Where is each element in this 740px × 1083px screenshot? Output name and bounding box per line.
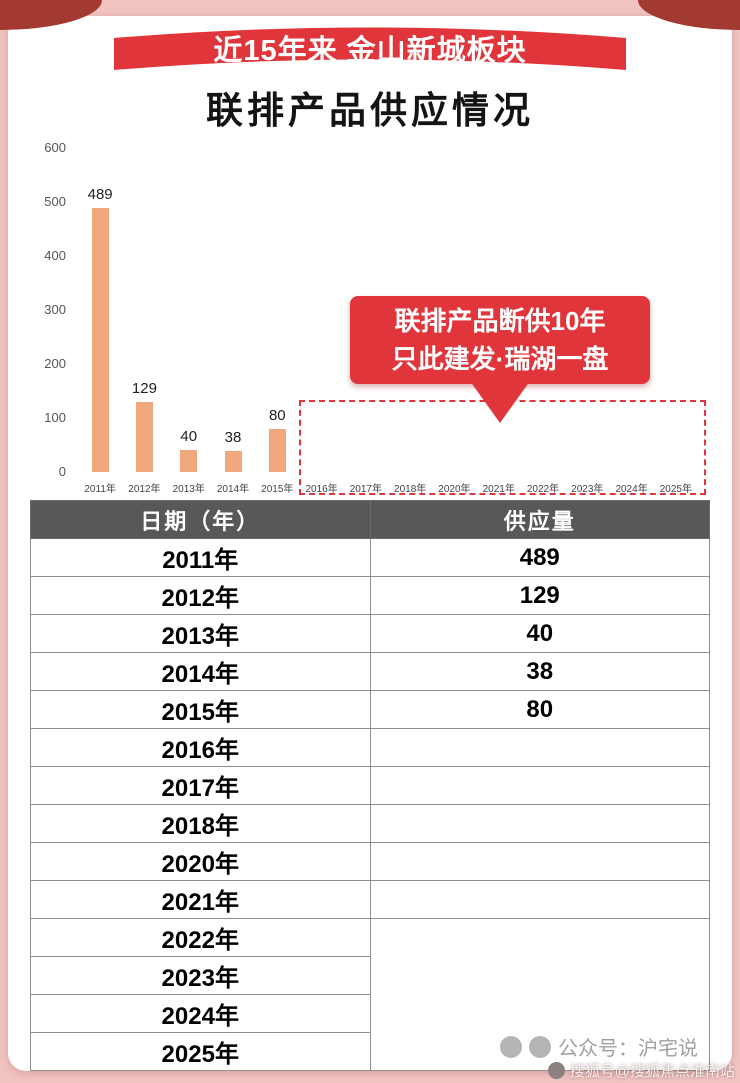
supply-table-head: 日期（年） 供应量 <box>30 500 710 539</box>
table-cell-supply: 129 <box>369 576 710 615</box>
table-row: 2018年 <box>30 804 710 843</box>
ribbon-shape <box>114 27 626 70</box>
ribbon-label: 近15年来 金山新城板块 <box>213 35 527 67</box>
table-cell-supply: 38 <box>369 652 710 691</box>
table-cell-supply <box>369 842 710 881</box>
y-axis-tick-label: 600 <box>44 140 66 155</box>
table-cell-supply: 40 <box>369 614 710 653</box>
callout-line-2: 只此建发·瑞湖一盘 <box>391 344 609 374</box>
x-axis-category-label: 2025年 <box>659 484 692 495</box>
table-row: 2012年 129 <box>30 576 710 615</box>
table-row: 2014年 38 <box>30 652 710 691</box>
chart-bar <box>135 402 153 472</box>
table-cell-supply: 489 <box>369 538 710 577</box>
table-cell-year: 2024年 <box>30 994 371 1033</box>
page-title: 联排产品供应情况 <box>206 90 534 131</box>
table-cell-year: 2021年 <box>30 880 371 919</box>
table-cell-supply <box>369 880 710 919</box>
table-cell-year: 2016年 <box>30 728 371 767</box>
table-cell-supply <box>369 766 710 805</box>
watermark-icon-1 <box>500 1035 522 1058</box>
table-row: 2015年 80 <box>30 690 710 729</box>
watermark-account: 公众号：沪宅说 <box>500 1032 698 1061</box>
chart-bar <box>180 450 198 472</box>
watermark-sohu: 搜狐号@搜狐焦点淮南站 <box>547 1060 735 1081</box>
table-row: 2021年 <box>30 880 710 919</box>
table-row: 2025年 <box>30 1032 710 1071</box>
table-cell-year: 2020年 <box>30 842 371 881</box>
table-cell-supply: 80 <box>369 690 710 729</box>
x-axis-category-label: 2012年 <box>128 484 161 495</box>
y-axis-tick-label: 300 <box>44 302 66 317</box>
x-axis-category-label: 2016年 <box>305 484 338 495</box>
table-row: 2017年 <box>30 766 710 805</box>
ribbon-banner: 近15年来 金山新城板块 <box>110 24 630 76</box>
x-axis-category-label: 2022年 <box>526 484 560 495</box>
table-cell-year: 2022年 <box>30 918 371 957</box>
table-row: 2013年 40 <box>30 614 710 653</box>
table-header-row: 日期（年） 供应量 <box>30 500 710 539</box>
x-axis-category-label: 2024年 <box>615 484 648 495</box>
table-row: 2020年 <box>30 842 710 881</box>
x-axis-category-label: 2023年 <box>571 484 604 495</box>
x-axis-category-label: 2020年 <box>438 484 471 495</box>
table-cell-year: 2018年 <box>30 804 371 843</box>
y-axis-tick-label: 200 <box>44 356 66 371</box>
table-cell-year: 2014年 <box>30 652 371 691</box>
table-cell-year: 2017年 <box>30 766 371 805</box>
table-cell-year: 2012年 <box>30 576 371 615</box>
table-row: 2024年 <box>30 994 710 1033</box>
watermark-sohu-label: 搜狐号@搜狐焦点淮南站 <box>569 1063 735 1080</box>
bar-chart: 联排产品断供10年 只此建发·瑞湖一盘 0 100 200 300 400 500 600 4… <box>20 138 720 506</box>
chart-bar <box>91 207 109 472</box>
table-cell-year: 2023年 <box>30 956 371 995</box>
table-header-supply: 供应量 <box>369 500 710 539</box>
chart-bar <box>268 428 286 472</box>
y-axis-tick-label: 400 <box>44 248 66 263</box>
y-axis-tick-label: 0 <box>58 464 66 479</box>
bar-value-label: 40 <box>180 428 198 446</box>
callout-line-1: 联排产品断供10年 <box>394 306 606 336</box>
table-cell-year: 2013年 <box>30 614 371 653</box>
bar-value-label: 489 <box>87 185 113 203</box>
sohu-logo-icon <box>547 1062 565 1079</box>
table-cell-year: 2025年 <box>30 1032 371 1071</box>
x-axis-category-label: 2018年 <box>394 484 427 495</box>
annotation-callout: 联排产品断供10年 只此建发·瑞湖一盘 <box>350 296 650 384</box>
supply-table: 日期（年） 供应量 2011年 489 2012年 129 2013年 40 2014年 38… <box>30 500 710 1071</box>
x-axis-category-label: 2015年 <box>261 484 294 495</box>
bar-value-label: 80 <box>268 406 286 424</box>
y-axis-tick-label: 500 <box>44 194 66 209</box>
x-axis-category-label: 2011年 <box>84 484 116 495</box>
x-axis-category-label: 2014年 <box>216 484 250 495</box>
bar-value-label: 38 <box>224 429 242 447</box>
chart-bar <box>224 451 242 472</box>
table-cell-year: 2015年 <box>30 690 371 729</box>
table-row: 2016年 <box>30 728 710 767</box>
supply-table-body: 2011年 489 2012年 129 2013年 40 2014年 38 2015年 80 201… <box>30 538 710 1071</box>
x-axis-category-label: 2021年 <box>482 484 515 495</box>
watermark-account-label: 公众号：沪宅说 <box>558 1038 698 1060</box>
x-axis-category-label: 2017年 <box>349 484 382 495</box>
watermark-icon-2 <box>529 1035 551 1058</box>
table-row: 2011年 489 <box>30 538 710 577</box>
y-axis-tick-label: 100 <box>44 410 66 425</box>
x-axis-category-label: 2013年 <box>172 484 205 495</box>
table-header-year: 日期（年） <box>30 500 371 539</box>
table-cell-year: 2011年 <box>30 538 371 577</box>
table-cell-supply <box>369 728 710 767</box>
table-cell-supply <box>369 804 710 843</box>
callout-pointer-icon <box>470 381 530 423</box>
bar-value-label: 129 <box>131 380 157 398</box>
table-row: 2022年 <box>30 918 710 1071</box>
